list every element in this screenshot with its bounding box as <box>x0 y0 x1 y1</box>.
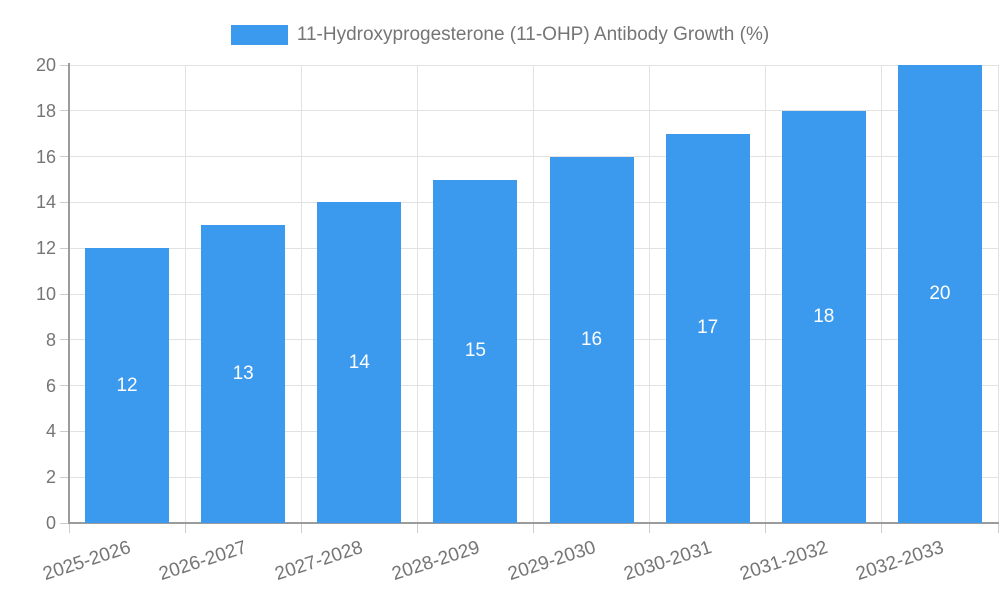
y-axis-label: 8 <box>45 329 56 350</box>
legend: 11-Hydroxyprogesterone (11-OHP) Antibody… <box>0 24 1000 46</box>
y-axis-label: 10 <box>35 284 56 304</box>
bar-value-label: 16 <box>580 328 603 350</box>
y-axis-label: 20 <box>35 55 56 75</box>
y-axis-tick <box>60 430 69 432</box>
x-axis-tick <box>300 524 302 533</box>
y-axis-label: 0 <box>45 513 56 533</box>
x-axis-tick <box>649 524 651 533</box>
bar[interactable] <box>781 110 866 523</box>
x-axis-tick <box>881 524 883 533</box>
bar-value-label: 12 <box>116 374 138 396</box>
x-axis-label: 2029-2030 <box>505 537 599 586</box>
bar-value-label: 14 <box>348 351 370 373</box>
gridline-vertical <box>300 65 302 523</box>
x-axis-tick <box>997 524 999 533</box>
gridline-vertical <box>184 65 186 523</box>
bar[interactable] <box>665 133 750 523</box>
bar[interactable] <box>433 179 518 523</box>
bar[interactable] <box>85 248 170 523</box>
x-axis-label: 2026-2027 <box>156 537 250 586</box>
y-axis-line <box>68 63 70 524</box>
bar-value-label: 15 <box>464 340 486 362</box>
x-axis-label: 2031-2032 <box>737 537 831 586</box>
y-axis-label: 12 <box>35 238 56 259</box>
gridline-vertical <box>533 65 534 523</box>
bar-value-label: 17 <box>697 317 719 339</box>
y-axis-tick <box>60 247 69 249</box>
y-axis-tick <box>60 522 69 524</box>
y-axis-label: 16 <box>35 146 56 167</box>
gridline-vertical <box>649 65 651 523</box>
x-axis-tick <box>765 524 767 533</box>
y-axis-tick <box>60 201 69 203</box>
x-axis-label: 2027-2028 <box>272 537 366 586</box>
y-axis-tick <box>60 293 69 295</box>
x-axis-tick <box>68 524 70 533</box>
bar-value-label: 20 <box>929 283 951 304</box>
bar-value-label: 18 <box>813 305 835 327</box>
x-axis-tick <box>184 524 186 533</box>
bar[interactable] <box>897 65 982 523</box>
y-axis-label: 4 <box>45 421 56 442</box>
x-axis-label: 2028-2029 <box>389 537 482 586</box>
y-axis-tick <box>60 339 69 341</box>
y-axis-label: 14 <box>35 192 56 213</box>
y-axis-tick <box>60 110 69 112</box>
gridline-vertical <box>416 65 418 523</box>
legend-label: 11-Hydroxyprogesterone (11-OHP) Antibody… <box>296 24 770 45</box>
x-axis-tick <box>533 524 534 533</box>
bar[interactable] <box>549 156 634 523</box>
x-axis-line <box>68 522 999 524</box>
y-axis-tick <box>60 64 69 66</box>
x-axis-label: 2032-2033 <box>853 537 947 586</box>
y-axis-tick <box>60 476 69 478</box>
y-axis-label: 18 <box>35 100 56 121</box>
x-axis-label: 2030-2031 <box>621 537 715 586</box>
y-axis-label: 6 <box>45 375 56 396</box>
x-axis-tick <box>416 524 418 533</box>
x-axis-label: 2025-2026 <box>40 537 134 586</box>
bar-value-label: 13 <box>232 363 254 385</box>
legend-swatch[interactable] <box>230 25 288 45</box>
bar[interactable] <box>201 225 286 523</box>
y-axis-label: 2 <box>45 467 56 488</box>
bar[interactable] <box>317 202 402 523</box>
y-axis-tick <box>60 385 69 387</box>
gridline-vertical <box>765 65 767 523</box>
y-axis-tick <box>60 156 69 158</box>
gridline-vertical <box>881 65 883 523</box>
gridline-vertical <box>997 65 999 523</box>
